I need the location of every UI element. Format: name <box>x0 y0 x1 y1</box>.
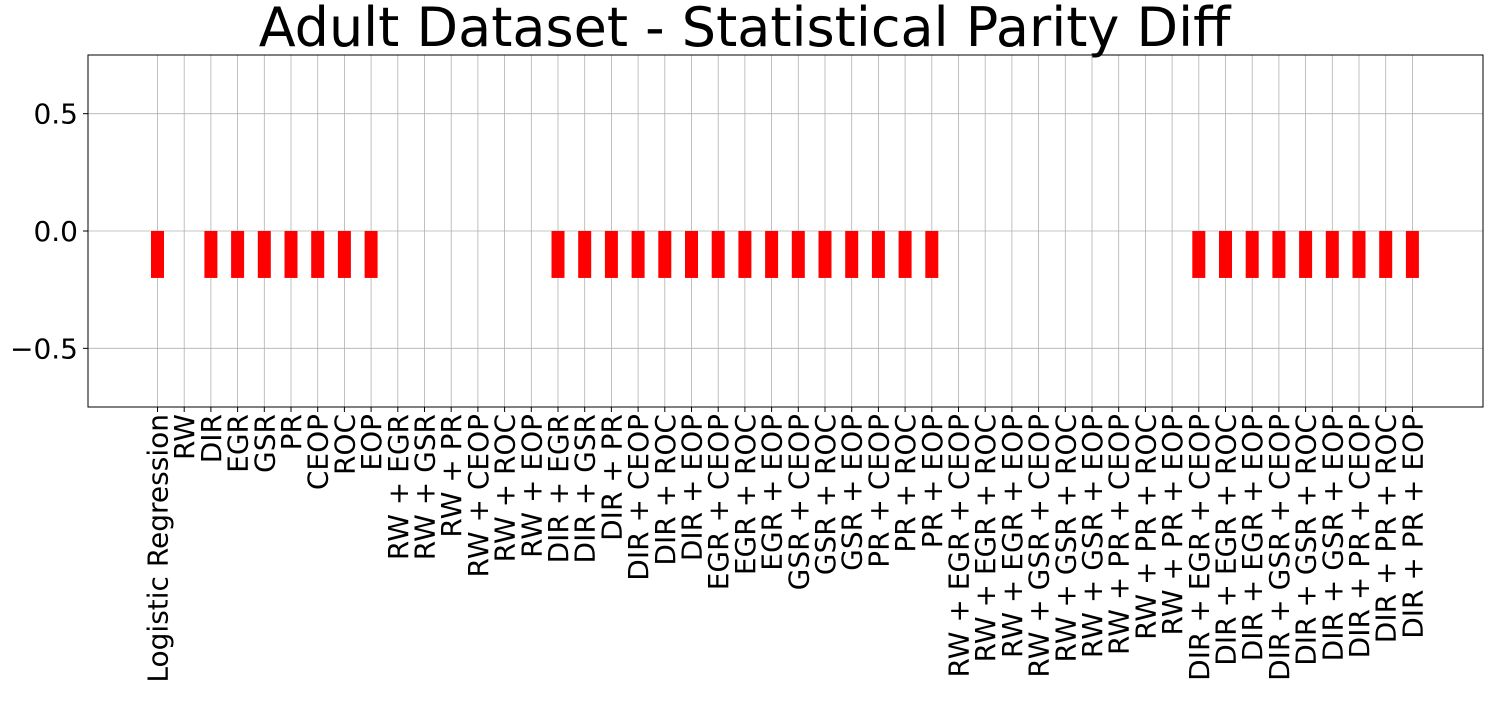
bars <box>151 231 1419 278</box>
x-tick-label: DIR + GSR <box>569 414 602 563</box>
x-tick-label: PR + EOP <box>916 414 949 548</box>
x-tick-label: EGR + EOP <box>756 414 789 571</box>
bar <box>257 231 271 278</box>
x-tick-label: DIR + EGR + EOP <box>1236 414 1269 661</box>
x-tick-label: PR + CEOP <box>862 414 895 568</box>
chart-title: Adult Dataset - Statistical Parity Diff <box>258 0 1231 59</box>
x-tick-label: RW + PR + CEOP <box>1103 414 1136 655</box>
bar <box>685 231 698 278</box>
x-tick-label: DIR + CEOP <box>622 414 655 581</box>
bar <box>1379 231 1393 278</box>
x-tick-label: RW + PR + EOP <box>1156 414 1189 635</box>
bar <box>337 231 351 278</box>
x-tick-label: RW <box>168 414 201 460</box>
x-tick-label: RW + EOP <box>515 414 548 558</box>
x-tick-label: EGR <box>222 414 255 473</box>
y-tick-label: 0.5 <box>33 98 78 131</box>
bar <box>604 231 618 278</box>
x-tick-label: GSR <box>248 414 281 473</box>
x-tick-label: CEOP <box>302 414 335 490</box>
bar <box>578 231 592 278</box>
x-tick-label: PR + ROC <box>889 414 922 553</box>
bar <box>1325 231 1339 278</box>
bar <box>151 231 164 278</box>
x-tick-label: RW + GSR + ROC <box>1049 414 1082 663</box>
bar <box>658 231 672 278</box>
x-tick-label: DIR + EGR <box>542 414 575 563</box>
x-tick-label: RW + GSR + EOP <box>1076 414 1109 658</box>
x-tick-label: RW + EGR + EOP <box>996 414 1029 658</box>
x-tick-label: ROC <box>328 414 361 475</box>
bar <box>711 231 725 278</box>
x-tick-label: DIR + PR <box>595 414 628 541</box>
x-tick-label: DIR + ROC <box>649 414 682 566</box>
bar <box>1299 231 1313 278</box>
x-tick-label: RW + PR + ROC <box>1129 414 1162 640</box>
bar <box>898 231 912 278</box>
bar <box>1405 231 1419 278</box>
bar <box>1352 231 1366 278</box>
bar <box>925 231 939 278</box>
x-tick-label: GSR + CEOP <box>782 414 815 590</box>
y-axis: −0.5 0.0 0.5 <box>10 98 88 365</box>
x-tick-label: EOP <box>355 414 388 471</box>
bar <box>845 231 859 278</box>
x-tick-label: RW + EGR + ROC <box>969 414 1002 662</box>
x-tick-label: GSR + ROC <box>809 414 842 575</box>
bar <box>1219 231 1232 278</box>
bar <box>364 231 378 278</box>
x-tick-label: DIR + EGR + CEOP <box>1183 414 1216 681</box>
bar <box>231 231 245 278</box>
x-tick-label: DIR + EGR + ROC <box>1210 414 1243 666</box>
x-tick-label: EGR + CEOP <box>702 414 735 590</box>
bar <box>204 231 218 278</box>
y-tick-label: −0.5 <box>10 332 78 365</box>
x-tick-label: DIR <box>195 414 228 463</box>
bar <box>631 231 645 278</box>
x-tick-label: DIR + GSR + ROC <box>1290 414 1323 666</box>
bar <box>284 231 298 278</box>
x-tick-label: RW + EGR <box>382 414 415 560</box>
bar <box>765 231 779 278</box>
x-tick-label: RW + GSR + CEOP <box>1023 414 1056 678</box>
x-tick-label: EGR + ROC <box>729 414 762 575</box>
bar <box>311 231 325 278</box>
bar <box>1245 231 1259 278</box>
y-tick-label: 0.0 <box>33 215 78 248</box>
bar <box>791 231 805 278</box>
x-tick-label: DIR + PR + ROC <box>1370 414 1403 643</box>
x-tick-label: RW + CEOP <box>462 414 495 577</box>
bar <box>1272 231 1286 278</box>
x-tick-label: DIR + GSR + EOP <box>1316 414 1349 661</box>
x-tick-label: DIR + EOP <box>676 414 709 561</box>
x-tick-label: DIR + PR + EOP <box>1396 414 1429 639</box>
bar <box>818 231 832 278</box>
x-tick-label: GSR + EOP <box>836 414 869 571</box>
x-tick-label: RW + ROC <box>489 414 522 562</box>
x-tick-label: PR <box>275 414 308 450</box>
x-tick-label: DIR + PR + CEOP <box>1343 414 1376 658</box>
x-tick-label: RW + GSR <box>409 414 442 560</box>
x-tick-label: RW + PR <box>435 414 468 538</box>
bar <box>871 231 885 278</box>
bar <box>551 231 565 278</box>
x-axis: Logistic RegressionRWDIREGRGSRPRCEOPROCE… <box>142 407 1429 683</box>
x-tick-label: RW + EGR + CEOP <box>943 414 976 678</box>
bar <box>738 231 752 278</box>
x-tick-label: DIR + GSR + CEOP <box>1263 414 1296 681</box>
bar <box>1192 231 1206 278</box>
x-tick-label: Logistic Regression <box>142 414 175 683</box>
